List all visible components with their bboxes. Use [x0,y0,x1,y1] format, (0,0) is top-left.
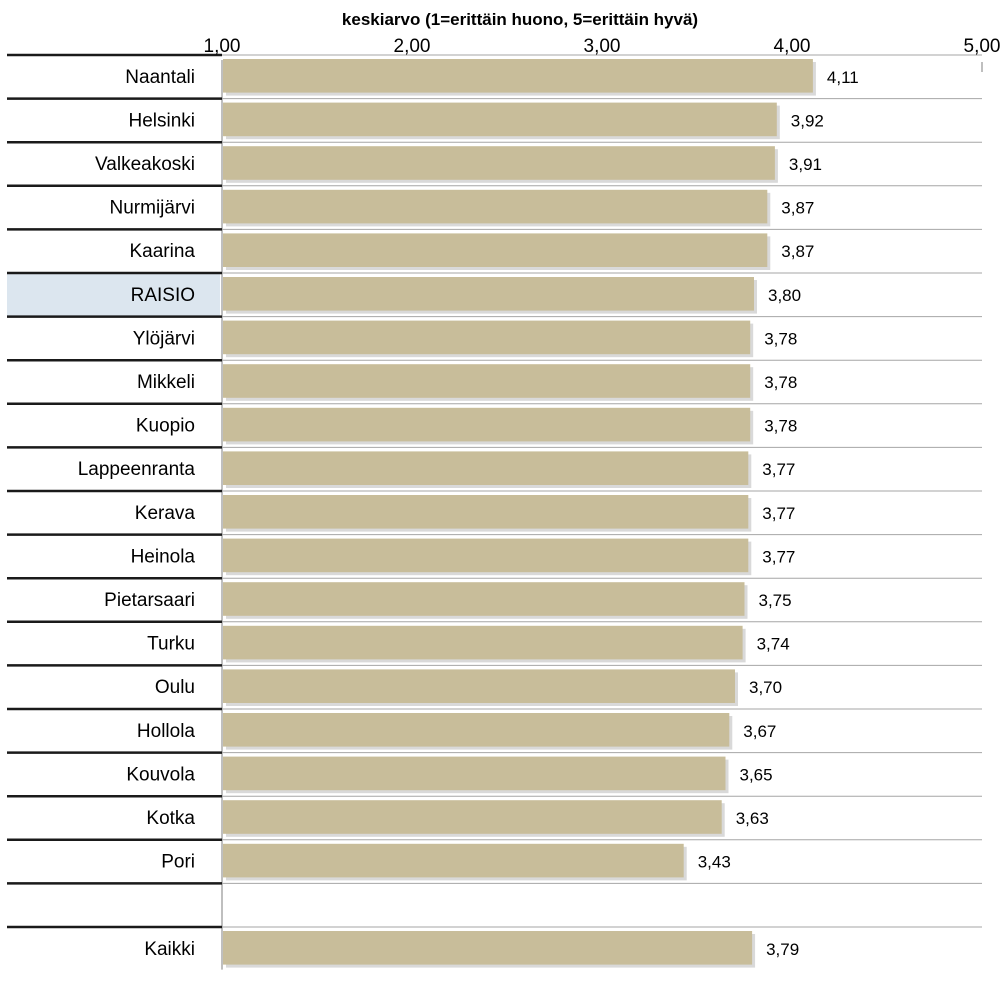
bar [223,407,751,442]
bar [223,277,754,311]
data-label: 3,87 [781,242,814,261]
data-label: 3,87 [781,199,814,218]
category-label: Naantali [125,67,195,88]
category-label: Lappeenranta [78,459,196,480]
category-label: Helsinki [128,110,195,131]
category-label: Kouvola [126,764,195,785]
bar [223,102,777,137]
tick-labels: 1,00 2,00 3,00 4,00 5,00 [204,36,1001,57]
value-labels: 4,11 3,92 3,91 3,87 3,87 3,80 3,78 3,78 3,78 3,77… [698,68,859,959]
tick-label: 1,00 [204,36,241,57]
data-label: 3,78 [764,417,797,436]
category-label: Pietarsaari [104,590,195,611]
category-label: Nurmijärvi [110,198,196,219]
category-label: Kaarina [130,241,196,262]
data-label: 3,74 [757,635,790,654]
bar [223,146,775,180]
category-labels: Naantali Helsinki Valkeakoski Nurmijärvi Kaa… [78,67,196,960]
tick-label: 3,00 [584,36,621,57]
bar [223,931,753,965]
category-label: Oulu [155,677,195,698]
bar [223,451,749,485]
bar [223,843,684,878]
chart-title: keskiarvo (1=erittäin huono, 5=erittäin … [342,10,698,29]
category-label: Kerava [135,503,196,524]
bar [223,582,745,616]
category-label: Ylöjärvi [133,328,195,349]
data-label: 3,78 [764,329,797,348]
bar [223,59,813,93]
bar [223,625,743,660]
category-label: Mikkeli [137,372,195,393]
category-label: Kuopio [136,416,195,437]
bar [223,189,768,224]
data-label: 3,75 [759,591,792,610]
data-label: 3,65 [740,765,773,784]
bar [223,538,749,573]
category-label: Kaikki [144,939,195,960]
data-label: 3,80 [768,286,801,305]
category-label: Turku [147,634,195,655]
data-label: 3,79 [766,940,799,959]
data-label: 3,63 [736,809,769,828]
data-label: 3,78 [764,373,797,392]
tick-label: 2,00 [394,36,431,57]
highlight-cell [7,274,220,316]
data-label: 3,70 [749,678,782,697]
bar [223,320,751,355]
data-label: 3,77 [762,547,795,566]
tick-label: 4,00 [774,36,811,57]
data-label: 3,43 [698,853,731,872]
bar [223,669,735,703]
bars [223,59,816,968]
bar [223,800,722,834]
data-label: 3,92 [791,111,824,130]
tick-label: 5,00 [964,36,1001,57]
data-label: 3,91 [789,155,822,174]
data-label: 4,11 [827,68,859,87]
bar [223,233,768,267]
bar [223,756,726,791]
data-label: 3,77 [762,504,795,523]
data-label: 3,67 [743,722,776,741]
category-label: Heinola [131,546,196,567]
category-label: Kotka [146,808,195,829]
category-label: Pori [161,852,195,873]
category-label: Valkeakoski [95,154,195,175]
category-label: Hollola [137,721,196,742]
bar [223,713,730,747]
grid-lines [7,53,983,970]
data-label: 3,77 [762,460,795,479]
bar [223,364,751,398]
bar [223,495,749,529]
category-label: RAISIO [131,285,195,306]
